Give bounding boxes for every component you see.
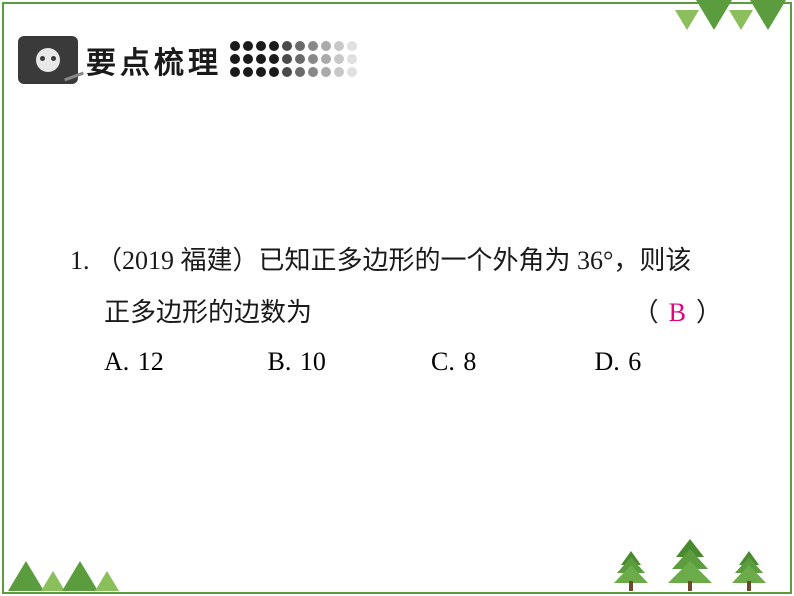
decoration-triangles-bottom-left: [12, 561, 116, 596]
decoration-dots: [230, 41, 359, 79]
answer-letter: B: [661, 298, 696, 327]
question-line-1: 1. （2019 福建）已知正多边形的一个外角为 36°，则该: [70, 235, 724, 287]
section-header: 要点梳理: [18, 36, 359, 84]
question-number: 1.: [70, 246, 90, 275]
teacher-icon: [18, 36, 78, 84]
option-c: C. 8: [397, 347, 561, 377]
option-d: D. 6: [561, 347, 725, 377]
options-row: A. 12 B. 10 C. 8 D. 6: [70, 347, 724, 377]
frame-border-bottom: [2, 592, 792, 594]
option-b: B. 10: [234, 347, 398, 377]
question-source: （2019 福建）: [96, 246, 259, 275]
frame-border-top: [2, 2, 792, 4]
answer-blank: （B）: [599, 287, 724, 339]
section-title: 要点梳理: [86, 38, 222, 82]
decoration-trees-bottom-right: [606, 547, 774, 588]
frame-border-right: [790, 2, 792, 594]
question-stem-1: 已知正多边形的一个外角为 36°，则该: [259, 246, 692, 275]
option-a: A. 12: [70, 347, 234, 377]
decoration-triangles-top-right: [678, 0, 782, 35]
question-stem-2: 正多边形的边数为: [70, 287, 312, 339]
question-block: 1. （2019 福建）已知正多边形的一个外角为 36°，则该 正多边形的边数为…: [70, 235, 724, 377]
frame-border-left: [2, 2, 4, 594]
